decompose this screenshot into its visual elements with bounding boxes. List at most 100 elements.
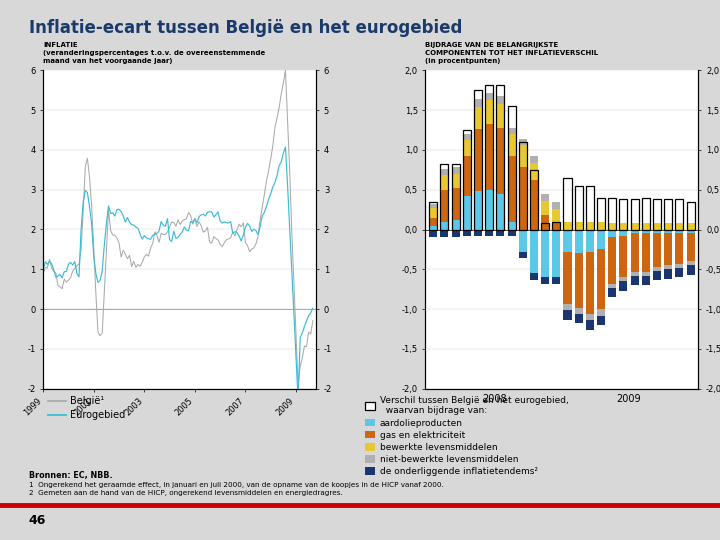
Text: 1  Ongerekend het geraamde effect, in januari en juli 2000, van de opname van de: 1 Ongerekend het geraamde effect, in jan… <box>29 482 444 488</box>
Bar <box>474 99 482 107</box>
Bar <box>530 230 538 273</box>
Bar <box>541 201 549 215</box>
Bar <box>552 209 560 223</box>
Bar <box>664 223 672 230</box>
Bar <box>575 314 582 323</box>
Bar <box>675 268 683 277</box>
Bar <box>687 233 695 261</box>
Bar <box>451 220 459 229</box>
Bar <box>586 320 594 330</box>
Bar <box>474 191 482 230</box>
Bar <box>608 198 616 230</box>
Bar <box>518 139 527 145</box>
Bar <box>429 204 437 208</box>
Bar <box>664 199 672 230</box>
Bar <box>441 176 449 190</box>
Bar <box>619 278 627 281</box>
Bar <box>429 226 437 230</box>
Bar <box>496 104 505 129</box>
Bar <box>675 223 683 230</box>
Bar <box>608 230 616 238</box>
Bar <box>642 272 650 276</box>
Bar <box>429 230 437 238</box>
Bar <box>653 267 661 271</box>
Bar <box>474 107 482 129</box>
Bar <box>530 170 538 230</box>
Bar <box>575 230 582 253</box>
Bar <box>675 199 683 230</box>
Bar <box>687 230 695 233</box>
Bar <box>631 223 639 230</box>
Bar <box>508 134 516 156</box>
Bar <box>575 221 582 229</box>
Bar <box>518 230 527 252</box>
Bar <box>552 278 560 284</box>
Text: 2  Gemeten aan de hand van de HICP, ongerekend levensmiddelen en energiedragres.: 2 Gemeten aan de hand van de HICP, onger… <box>29 490 343 496</box>
Bar <box>496 97 505 104</box>
Bar <box>541 215 549 230</box>
Bar <box>597 249 605 309</box>
Bar <box>518 145 527 167</box>
Bar <box>619 230 627 236</box>
Bar <box>463 140 471 156</box>
Bar <box>586 186 594 230</box>
Bar <box>608 284 616 288</box>
Bar <box>463 130 471 230</box>
Bar <box>653 233 661 267</box>
Bar <box>564 303 572 310</box>
Bar <box>496 85 505 230</box>
Bar <box>552 230 560 278</box>
Bar <box>508 221 516 229</box>
Bar <box>441 230 449 238</box>
Text: 46: 46 <box>29 514 46 527</box>
Bar <box>575 253 582 308</box>
Bar <box>664 233 672 265</box>
Bar <box>586 221 594 229</box>
Bar <box>575 186 582 230</box>
Bar <box>530 273 538 280</box>
Bar <box>496 194 505 230</box>
Bar <box>642 230 650 233</box>
Bar <box>441 164 449 230</box>
Bar <box>597 198 605 230</box>
Bar <box>474 230 482 236</box>
Bar <box>496 129 505 194</box>
Bar <box>508 230 516 236</box>
Bar <box>463 156 471 196</box>
Bar <box>586 314 594 320</box>
Bar <box>653 230 661 233</box>
Bar <box>608 288 616 297</box>
Bar <box>653 271 661 280</box>
Bar <box>675 230 683 233</box>
Bar <box>508 106 516 230</box>
Bar <box>552 221 560 229</box>
Bar <box>552 223 560 230</box>
Bar <box>608 238 616 284</box>
Bar <box>474 90 482 230</box>
Bar <box>619 199 627 230</box>
Bar <box>541 278 549 284</box>
Bar <box>653 223 661 230</box>
Bar <box>586 230 594 252</box>
Bar <box>451 230 459 238</box>
Bar <box>664 265 672 269</box>
Bar <box>508 127 516 134</box>
Bar <box>485 230 493 236</box>
Bar <box>485 124 493 190</box>
Bar <box>530 180 538 230</box>
Bar <box>429 201 437 229</box>
Bar <box>608 223 616 230</box>
Bar <box>619 281 627 291</box>
Bar <box>485 190 493 230</box>
Bar <box>675 233 683 264</box>
Bar <box>642 198 650 230</box>
Bar <box>597 221 605 229</box>
Bar <box>552 202 560 209</box>
Bar <box>485 100 493 124</box>
Bar <box>441 190 449 221</box>
Bar <box>541 230 549 278</box>
Text: Bronnen: EC, NBB.: Bronnen: EC, NBB. <box>29 471 112 480</box>
Bar <box>485 85 493 230</box>
Bar <box>664 230 672 233</box>
Bar <box>675 264 683 268</box>
